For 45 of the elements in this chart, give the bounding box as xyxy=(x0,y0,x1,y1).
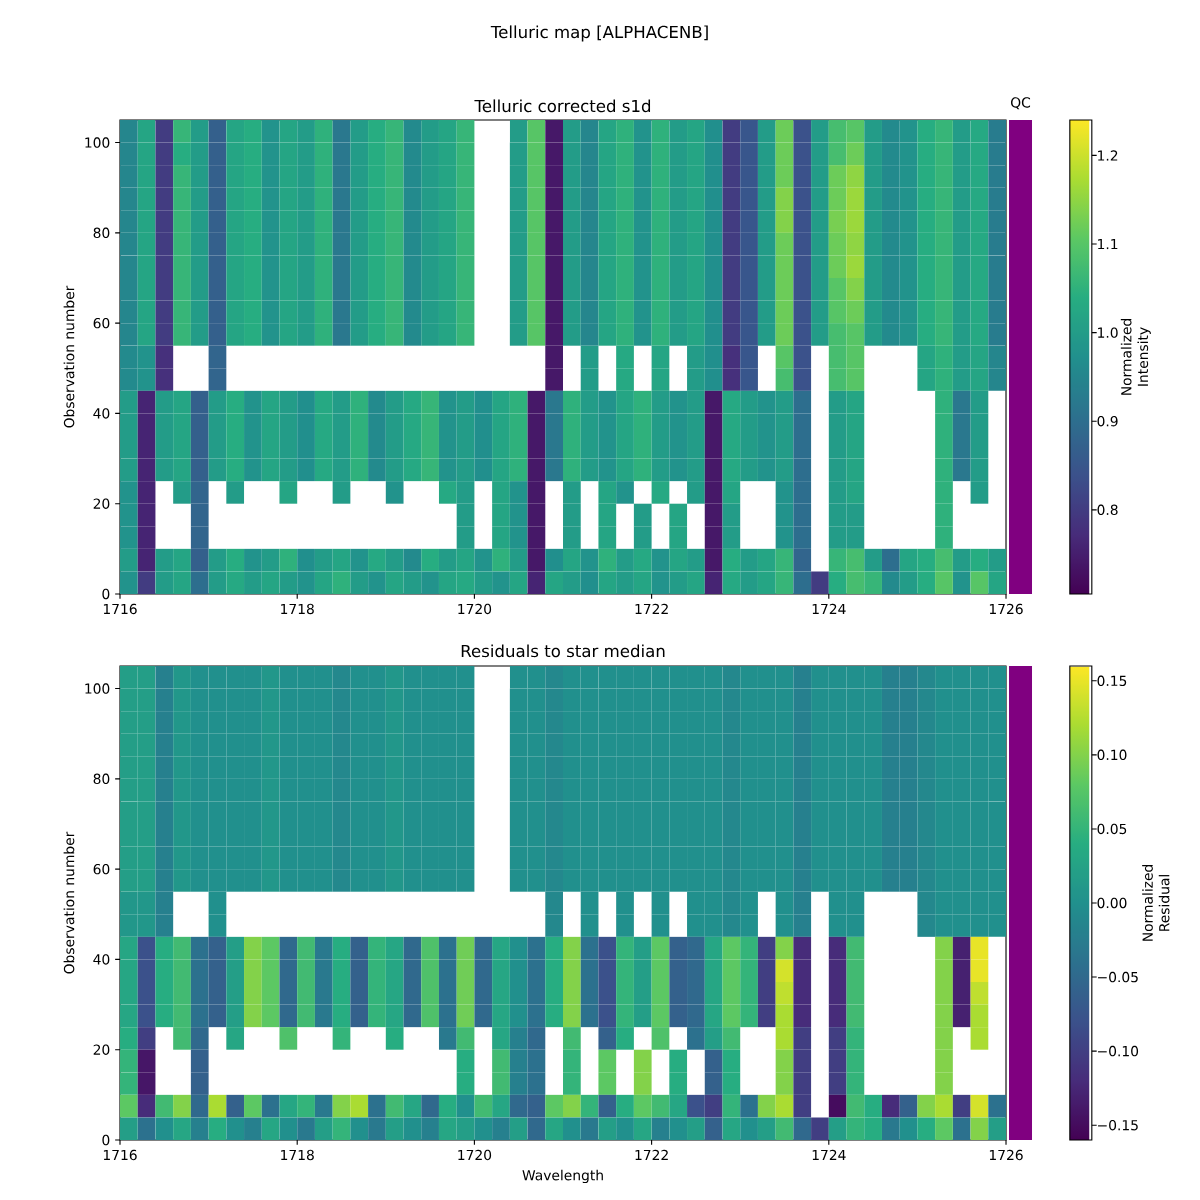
x-tick-label: 1724 xyxy=(812,1149,846,1161)
color-bar-title: Normalized Residual xyxy=(1142,865,1170,941)
y-tick-label: 20 xyxy=(93,498,110,509)
color-bar-label: 1.2 xyxy=(1098,150,1118,161)
y-tick-label: 40 xyxy=(93,954,110,965)
chart-title: Residuals to star median xyxy=(461,644,665,658)
color-bar-label: 0.8 xyxy=(1097,504,1118,516)
x-tick-label: 1718 xyxy=(281,603,314,615)
y-tick-label: 40 xyxy=(93,408,110,419)
x-tick-label: 1716 xyxy=(103,1149,137,1161)
y-tick-label: 0 xyxy=(102,1134,110,1146)
color-bar-label: −0.05 xyxy=(1098,971,1138,983)
y-tick-label: 80 xyxy=(93,227,110,239)
color-bar-label: 0.00 xyxy=(1097,897,1127,909)
y-tick-label: 60 xyxy=(93,863,110,875)
y-tick-label: 60 xyxy=(93,317,110,329)
color-bar-label: −0.15 xyxy=(1098,1119,1138,1131)
color-bar-label: 1.0 xyxy=(1098,327,1118,338)
y-tick-label: 80 xyxy=(93,773,110,785)
color-bar-label: 0.9 xyxy=(1097,415,1118,427)
y-tick-label: 0 xyxy=(102,588,110,600)
color-bar-label: 1.1 xyxy=(1098,238,1118,250)
y-tick-label: 100 xyxy=(85,683,110,694)
color-bar-title: Normalized Intensity xyxy=(1120,319,1151,395)
x-tick-label: 1726 xyxy=(989,603,1023,615)
y-axis-title: Observation number xyxy=(63,831,75,974)
y-tick-label: 100 xyxy=(85,137,110,148)
x-tick-label: 1720 xyxy=(458,603,492,615)
x-tick-label: 1718 xyxy=(281,1149,314,1161)
x-tick-label: 1716 xyxy=(103,603,137,615)
text: Telluric map [ALPHACENB] xyxy=(490,25,708,42)
x-tick-label: 1722 xyxy=(635,1149,668,1161)
x-tick-label: 1724 xyxy=(812,603,846,615)
x-tick-label: 1726 xyxy=(989,1149,1023,1161)
y-axis-title: Observation number xyxy=(63,285,75,428)
color-bar-label: 0.05 xyxy=(1097,823,1127,835)
chart-title: Telluric corrected s1d xyxy=(474,99,651,113)
color-bar-label: 0.15 xyxy=(1097,675,1127,687)
color-bar-label: 0.10 xyxy=(1097,749,1127,761)
color-bar-label: −0.10 xyxy=(1098,1045,1139,1057)
x-tick-label: 1720 xyxy=(458,1149,492,1161)
x-axis-title: Wavelength xyxy=(522,1169,603,1184)
text: QC xyxy=(1011,97,1031,110)
x-tick-label: 1722 xyxy=(635,603,668,615)
y-tick-label: 20 xyxy=(93,1044,110,1055)
